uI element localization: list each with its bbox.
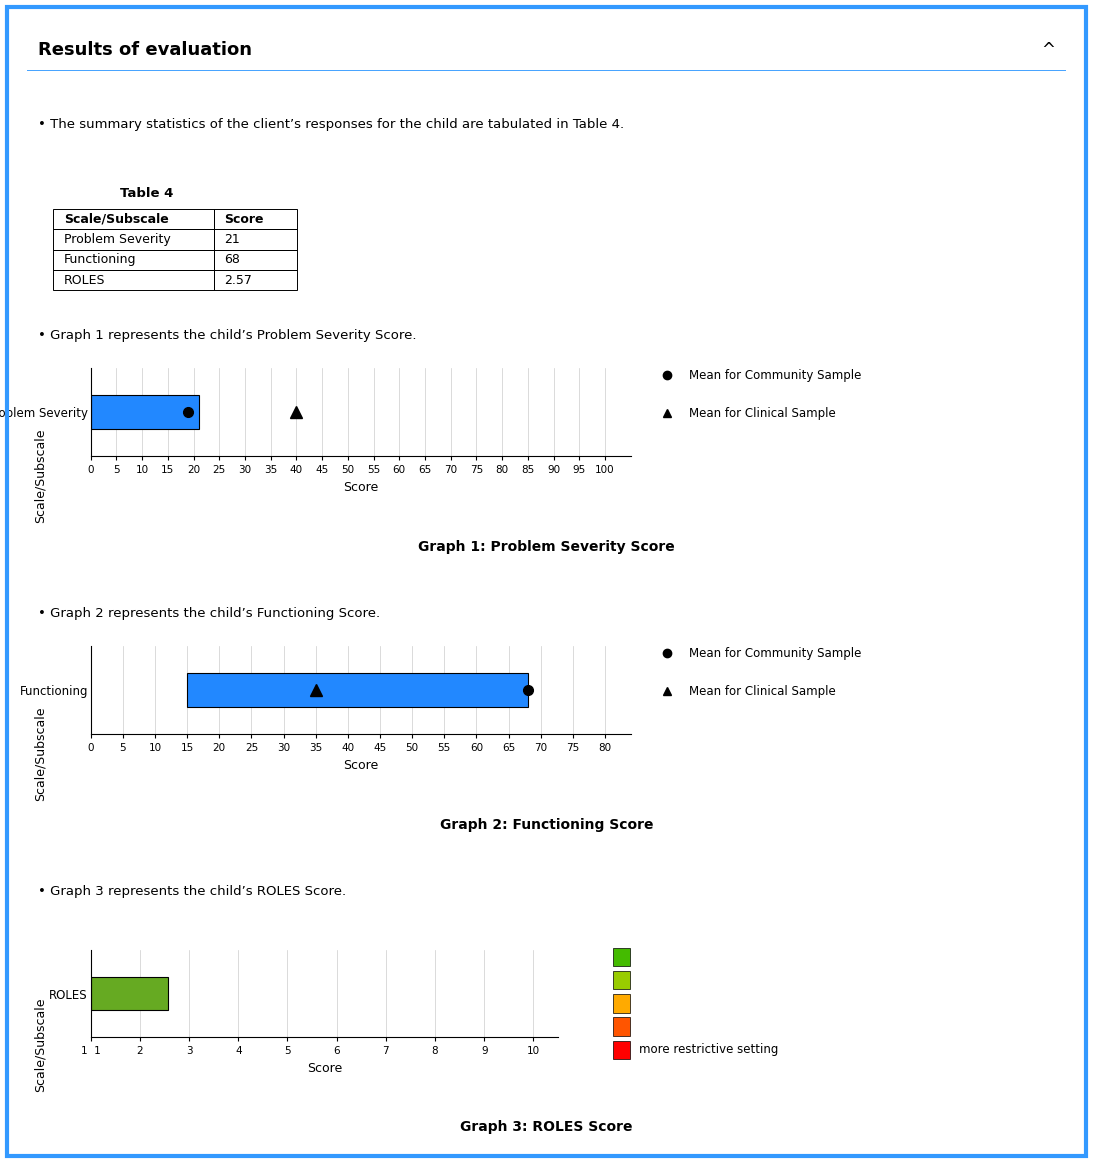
Bar <box>214 209 297 229</box>
Bar <box>187 673 528 707</box>
Text: • The summary statistics of the client’s responses for the child are tabulated i: • The summary statistics of the client’s… <box>37 117 624 130</box>
Bar <box>214 270 297 291</box>
Bar <box>54 229 214 250</box>
Text: Scale/Subscale: Scale/Subscale <box>34 998 47 1092</box>
Text: ^: ^ <box>1042 41 1056 59</box>
Text: Scale/Subscale: Scale/Subscale <box>63 213 168 226</box>
Text: more restrictive setting: more restrictive setting <box>638 1043 778 1056</box>
Text: Mean for Clinical Sample: Mean for Clinical Sample <box>689 407 835 420</box>
Bar <box>54 250 214 270</box>
Text: • Graph 3 represents the child’s ROLES Score.: • Graph 3 represents the child’s ROLES S… <box>37 885 345 898</box>
X-axis label: Score: Score <box>307 1062 342 1075</box>
Text: Scale/Subscale: Scale/Subscale <box>34 707 47 801</box>
Text: Table 4: Table 4 <box>120 187 174 200</box>
Text: 2.57: 2.57 <box>225 273 252 287</box>
Bar <box>91 977 168 1011</box>
Text: Graph 3: ROLES Score: Graph 3: ROLES Score <box>460 1120 633 1134</box>
Text: • Graph 2 represents the child’s Functioning Score.: • Graph 2 represents the child’s Functio… <box>37 607 380 620</box>
Text: Results of evaluation: Results of evaluation <box>37 41 251 59</box>
Text: • Graph 1 represents the child’s Problem Severity Score.: • Graph 1 represents the child’s Problem… <box>37 329 416 342</box>
Bar <box>54 209 214 229</box>
Text: Mean for Community Sample: Mean for Community Sample <box>689 647 861 659</box>
Text: Graph 1: Problem Severity Score: Graph 1: Problem Severity Score <box>419 540 674 554</box>
Bar <box>91 395 199 429</box>
Bar <box>214 250 297 270</box>
Text: ROLES: ROLES <box>63 273 105 287</box>
Text: Problem Severity: Problem Severity <box>63 233 171 245</box>
Text: Graph 2: Functioning Score: Graph 2: Functioning Score <box>439 818 654 832</box>
Text: 21: 21 <box>225 233 240 245</box>
Text: Scale/Subscale: Scale/Subscale <box>34 429 47 523</box>
X-axis label: Score: Score <box>343 758 378 771</box>
Text: Functioning: Functioning <box>63 254 137 266</box>
X-axis label: Score: Score <box>343 480 378 493</box>
Bar <box>54 270 214 291</box>
Text: 68: 68 <box>225 254 240 266</box>
Text: Mean for Community Sample: Mean for Community Sample <box>689 369 861 381</box>
Text: Mean for Clinical Sample: Mean for Clinical Sample <box>689 685 835 698</box>
Text: Score: Score <box>225 213 265 226</box>
Bar <box>214 229 297 250</box>
